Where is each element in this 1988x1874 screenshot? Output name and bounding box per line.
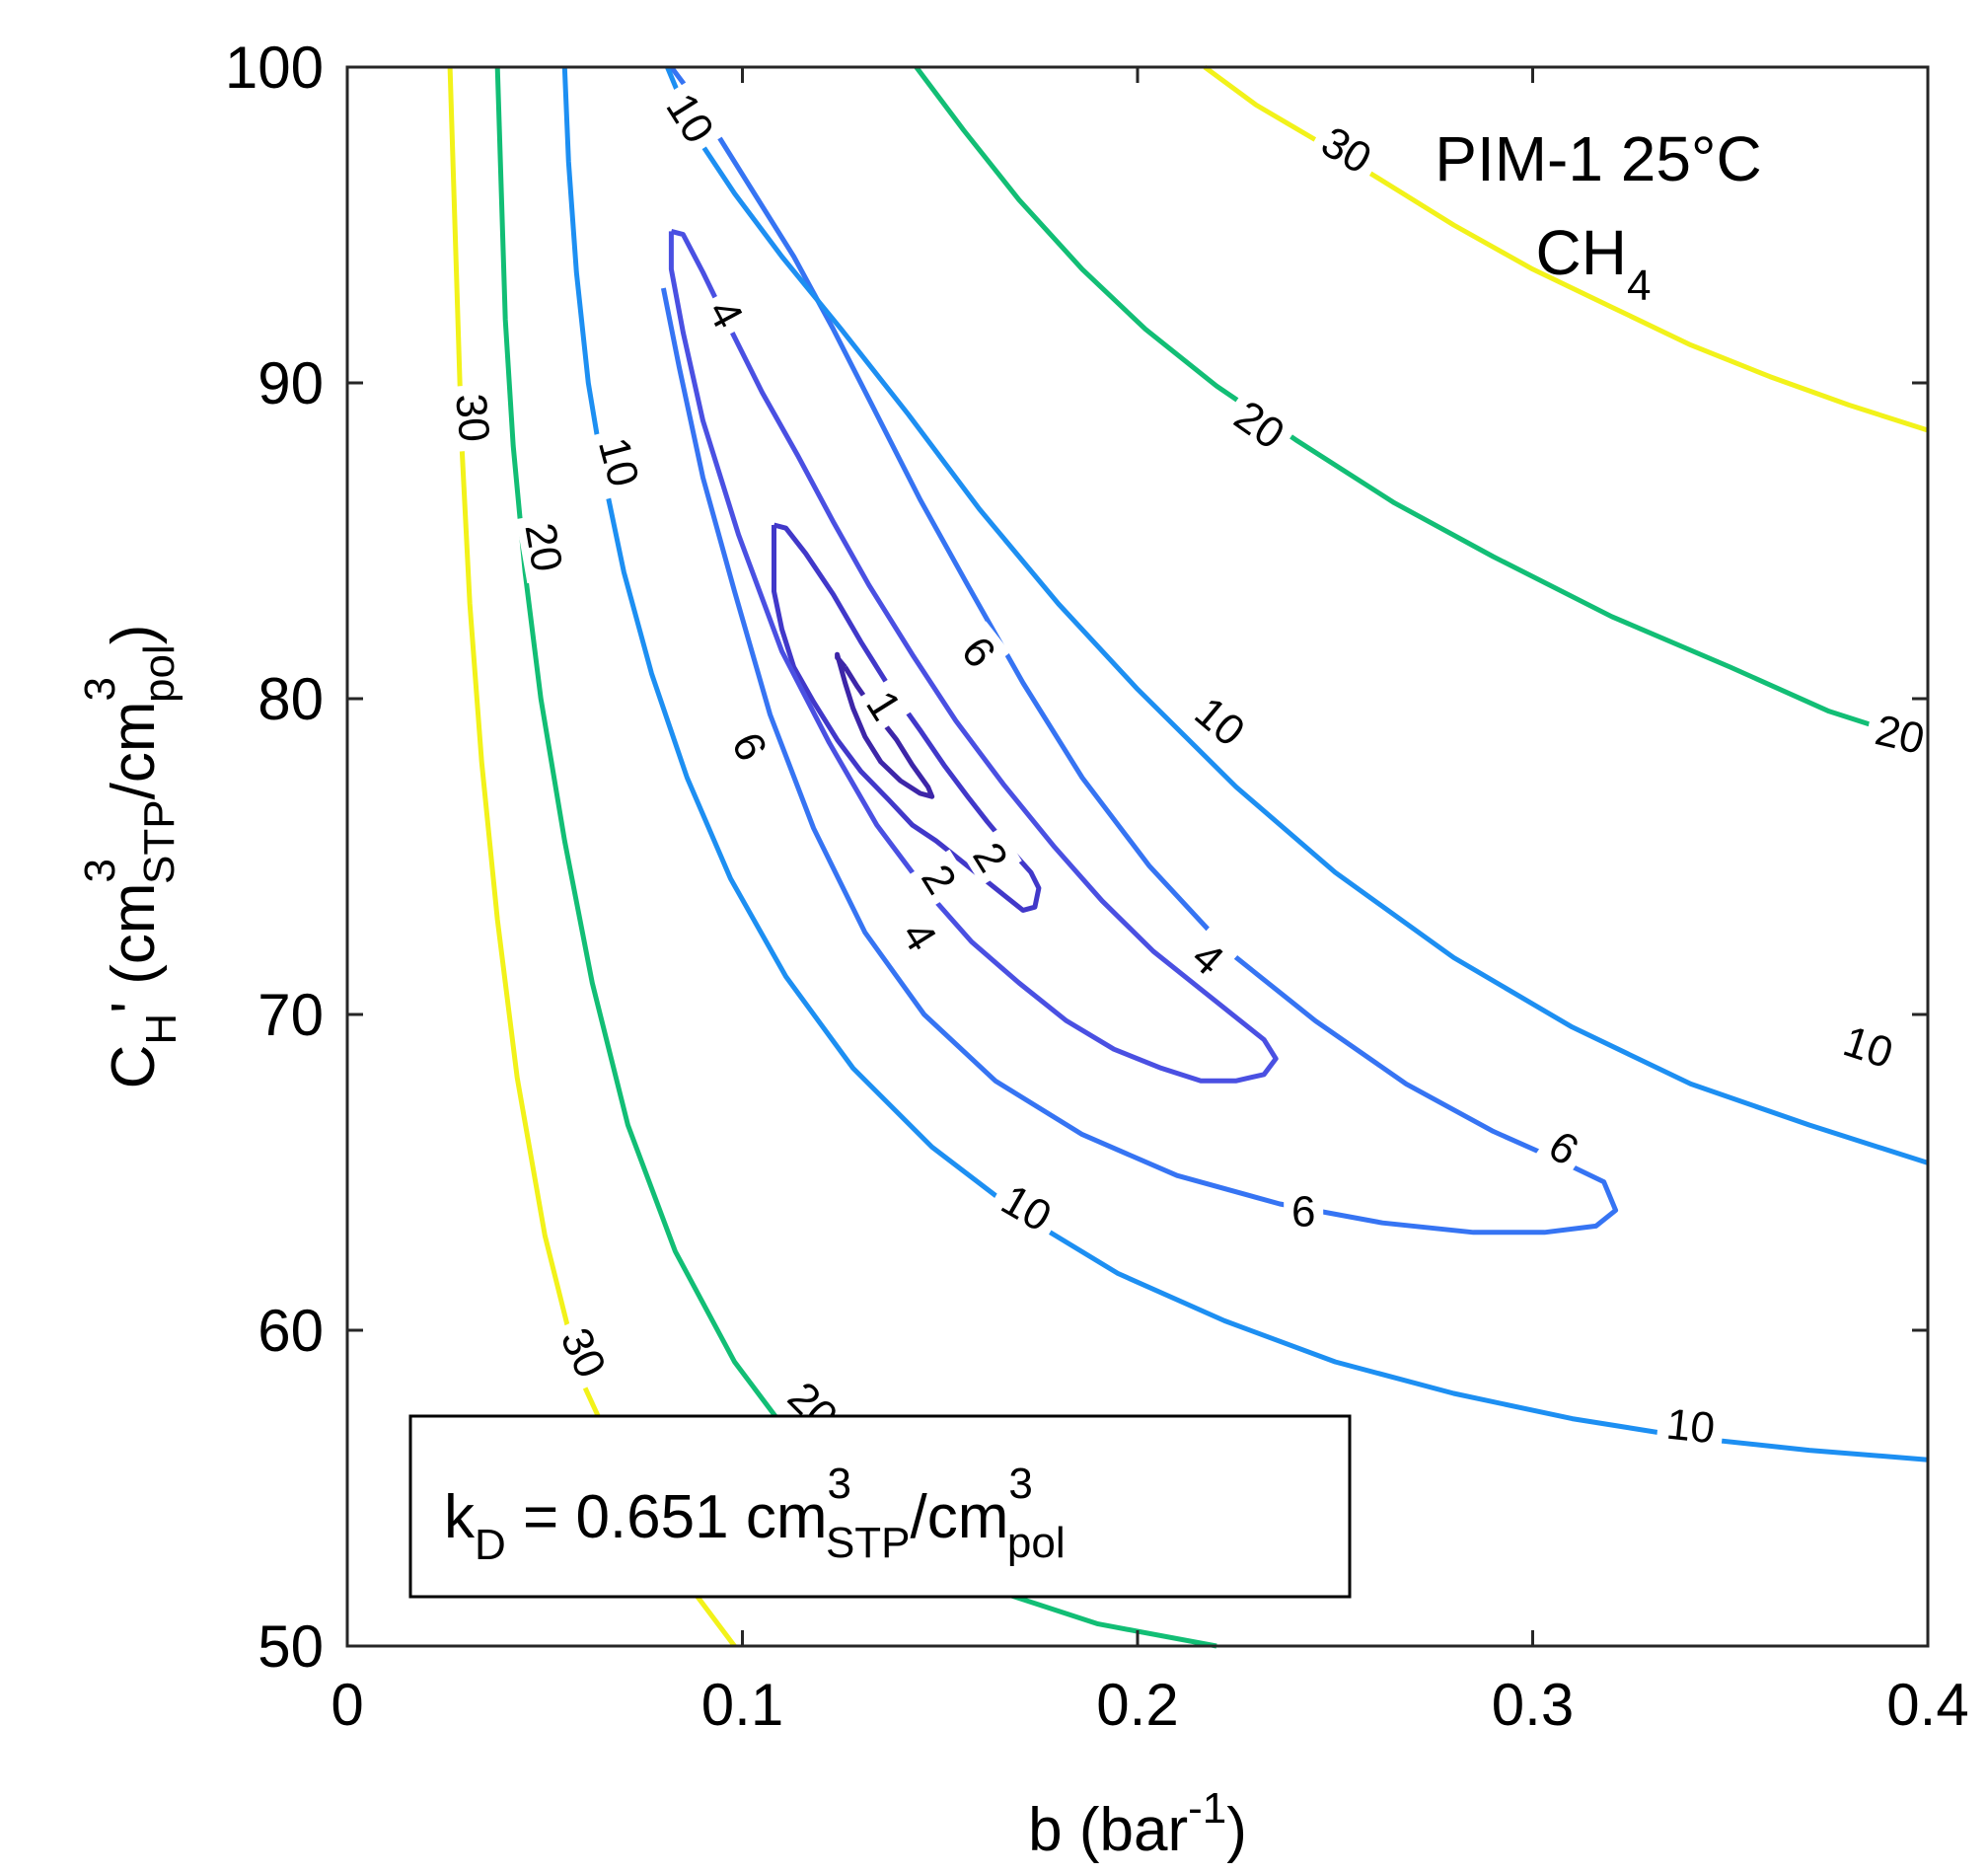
contour-line-6	[660, 65, 1619, 1236]
contour-line-20	[914, 65, 1929, 746]
x-tick-label: 0.2	[1096, 1672, 1178, 1738]
contour-label-group: 20	[1219, 386, 1300, 463]
contour-label-bg	[889, 906, 951, 965]
axis-ticks: 0 0.1 0.2 0.3 0.4 50 60 70 80 90 100	[225, 35, 1969, 1738]
contour-label-bg	[1306, 112, 1387, 187]
x-axis-label: b (bar-1)	[1028, 1784, 1247, 1864]
contour-label-bg	[1656, 1397, 1727, 1453]
contour-label-bg	[853, 675, 916, 735]
contour-label-group: 10	[588, 423, 652, 500]
contour-label-bg	[588, 423, 652, 500]
y-axis-label: CH' (cm3 STP/cm3 pol)	[76, 625, 185, 1089]
contour-label-bg	[447, 383, 500, 453]
contour-label-bg	[1863, 703, 1938, 765]
y-tick-label: 100	[225, 35, 324, 101]
contour-label-bg	[948, 621, 1011, 682]
annotation-line2: CH4	[1536, 217, 1652, 310]
contour-line-30	[1203, 64, 1929, 433]
contour-label-group: 20	[1863, 703, 1938, 765]
y-tick-label: 80	[258, 666, 324, 732]
contour-label-group: 30	[446, 383, 500, 453]
contour-label-bg	[720, 717, 780, 775]
contour-label-bg	[1178, 927, 1240, 989]
x-tick-label: 0.3	[1492, 1672, 1574, 1738]
contour-label: 6	[1291, 1187, 1315, 1236]
contour-label-bg	[1284, 1186, 1324, 1235]
contour-label-bg	[987, 1169, 1068, 1244]
kd-equation: kD = 0.651 cm3 STP/cm3 pol	[444, 1460, 1066, 1569]
contour-label-bg	[1180, 681, 1261, 760]
contour-label-bg	[960, 827, 1022, 886]
contour-label: 10	[589, 432, 648, 491]
contour-label: 20	[515, 519, 571, 575]
contour-label-group: 20	[515, 510, 574, 584]
contour-label-group: 10	[1656, 1397, 1727, 1454]
contour-label: 20	[1871, 706, 1929, 764]
contour-line-1	[835, 651, 935, 799]
contour-label-bg	[515, 510, 574, 584]
contour-line-2	[772, 522, 1042, 913]
contour-label-bg	[1830, 1012, 1907, 1080]
contour-line-10	[665, 66, 1929, 1165]
contour-line-4	[668, 228, 1279, 1084]
y-tick-label: 50	[258, 1613, 324, 1680]
contour-label-bg	[909, 849, 971, 909]
x-tick-label: 0.1	[701, 1672, 783, 1738]
contour-label: 10	[1664, 1400, 1718, 1454]
contour-label-bg	[1534, 1116, 1594, 1178]
contour-label-bg	[653, 77, 729, 158]
contour-label: 30	[446, 392, 498, 444]
plot-frame	[345, 65, 1930, 1648]
x-tick-label: 0	[331, 1672, 363, 1738]
y-tick-label: 60	[258, 1298, 324, 1364]
contour-label-bg	[1219, 386, 1300, 463]
x-tick-label: 0.4	[1886, 1672, 1968, 1738]
contour-line-10	[561, 66, 1929, 1462]
annotation-line1: PIM-1 25°C	[1435, 123, 1761, 194]
contour-label-bg	[549, 1312, 620, 1392]
y-tick-label: 90	[258, 350, 324, 416]
y-tick-label: 70	[258, 982, 324, 1048]
contour-label-bg	[696, 284, 758, 342]
kd-box	[408, 1414, 1352, 1599]
contour-label-group: 6	[1284, 1186, 1324, 1236]
